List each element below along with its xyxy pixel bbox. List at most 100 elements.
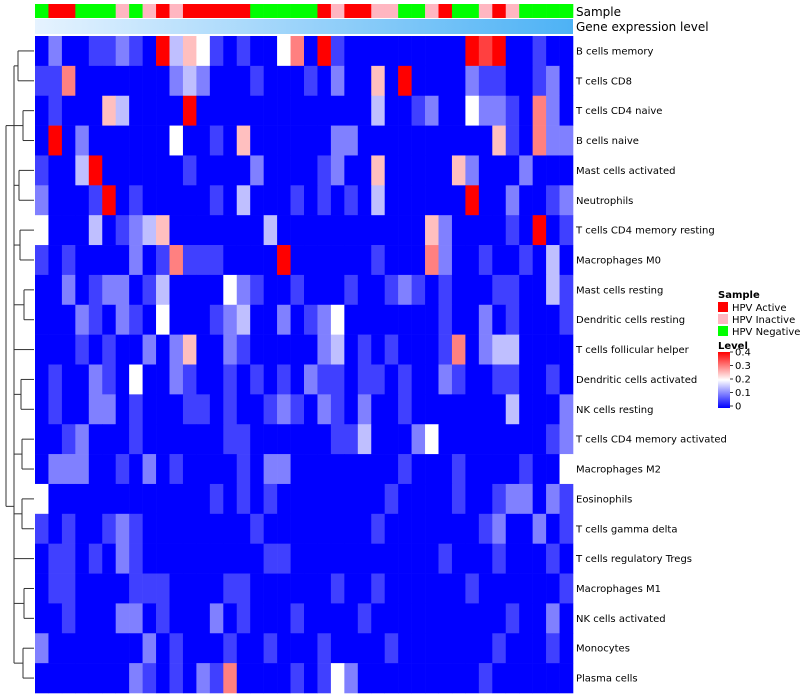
heatmap-cell xyxy=(425,274,439,306)
heatmap-cell xyxy=(304,633,318,664)
heatmap-cell xyxy=(236,334,251,365)
heatmap-cell xyxy=(223,364,238,395)
heatmap-cell xyxy=(411,364,426,395)
heatmap-cell xyxy=(438,424,453,455)
heatmap-cell xyxy=(451,573,466,604)
heatmap-cell xyxy=(532,513,547,544)
sample-annotation-cell xyxy=(532,4,547,18)
heatmap-cell xyxy=(209,603,224,634)
heatmap-cell xyxy=(411,424,426,455)
heatmap-cell xyxy=(169,603,184,634)
heatmap-cell xyxy=(371,65,385,97)
heatmap-cell xyxy=(519,215,533,246)
heatmap-cell xyxy=(250,36,264,67)
heatmap-cell xyxy=(304,603,318,634)
heatmap-cell xyxy=(465,513,480,544)
heatmap-cell xyxy=(304,483,318,515)
heatmap-cell xyxy=(398,36,412,67)
heatmap-cell xyxy=(115,663,130,694)
heatmap-cell xyxy=(465,394,480,425)
heatmap-cell xyxy=(115,95,130,126)
heatmap-cell xyxy=(492,364,507,395)
heatmap-cell xyxy=(344,603,359,634)
heatmap-cell xyxy=(169,483,184,515)
heatmap-cell xyxy=(398,603,412,634)
heatmap-cell xyxy=(478,454,493,485)
heatmap-cell xyxy=(559,513,574,544)
heatmap-cell xyxy=(519,155,533,186)
sample-annotation-cell xyxy=(317,4,332,18)
heatmap-cell xyxy=(75,573,90,604)
heatmap-cell xyxy=(250,424,264,455)
heatmap-cell xyxy=(478,543,493,574)
heatmap-cell xyxy=(317,633,332,664)
heatmap-cell xyxy=(330,483,345,515)
heatmap-cell xyxy=(559,394,574,425)
heatmap-cell xyxy=(519,603,533,634)
heatmap-cell xyxy=(182,663,197,694)
heatmap-cell xyxy=(532,394,547,425)
heatmap-cell xyxy=(263,95,278,126)
heatmap-cell xyxy=(532,573,547,604)
heatmap-cell xyxy=(182,95,197,126)
heatmap-cell xyxy=(142,573,157,604)
heatmap-cell xyxy=(169,663,184,694)
heatmap-cell xyxy=(451,185,466,216)
heatmap-cell xyxy=(61,334,76,365)
heatmap-cell xyxy=(559,603,574,634)
heatmap-cell xyxy=(438,663,453,694)
heatmap-cell xyxy=(129,125,143,156)
heatmap-cell xyxy=(465,125,480,156)
heatmap-cell xyxy=(344,304,359,335)
heatmap-cell xyxy=(425,65,439,97)
heatmap-cell xyxy=(384,483,399,515)
heatmap-cell xyxy=(129,155,143,186)
heatmap-cell xyxy=(115,65,130,97)
heatmap-cell xyxy=(169,364,184,395)
row-label: T cells CD8 xyxy=(575,76,632,87)
sample-annotation-cell xyxy=(156,4,170,18)
heatmap-cell xyxy=(519,513,533,544)
heatmap-cell xyxy=(156,394,170,425)
heatmap-cell xyxy=(344,454,359,485)
heatmap-cell xyxy=(344,185,359,216)
heatmap-cell xyxy=(182,334,197,365)
heatmap-cell xyxy=(519,483,533,515)
heatmap-cell xyxy=(223,663,238,694)
heatmap-cell xyxy=(115,513,130,544)
heatmap-cell xyxy=(35,603,49,634)
heatmap-cell xyxy=(398,573,412,604)
heatmap-cell xyxy=(277,513,291,544)
heatmap-cell xyxy=(250,603,264,634)
sample-annotation-cell xyxy=(102,4,116,18)
heatmap-cell xyxy=(277,663,291,694)
heatmap-cell xyxy=(61,573,76,604)
heatmap-cell xyxy=(451,603,466,634)
heatmap-cell xyxy=(236,185,251,216)
sample-annotation-cell xyxy=(465,4,480,18)
heatmap-cell xyxy=(102,125,116,156)
heatmap-cell xyxy=(357,394,372,425)
heatmap-cell xyxy=(223,155,238,186)
heatmap-cell xyxy=(156,334,170,365)
heatmap-cell xyxy=(505,424,520,455)
row-label: T cells gamma delta xyxy=(575,524,677,535)
heatmap-cell xyxy=(88,364,103,395)
heatmap-cell xyxy=(478,65,493,97)
heatmap-cell xyxy=(156,543,170,574)
heatmap-cell xyxy=(182,573,197,604)
heatmap-cell xyxy=(277,424,291,455)
heatmap-cell xyxy=(61,633,76,664)
heatmap-cell xyxy=(344,483,359,515)
heatmap-cell xyxy=(357,603,372,634)
heatmap-cell xyxy=(209,95,224,126)
heatmap-cell xyxy=(438,454,453,485)
heatmap-cell xyxy=(169,304,184,335)
heatmap-cell xyxy=(115,36,130,67)
heatmap-cell xyxy=(88,155,103,186)
heatmap-cell xyxy=(115,155,130,186)
heatmap-cell xyxy=(223,274,238,306)
heatmap-cell xyxy=(398,274,412,306)
heatmap-cell xyxy=(142,603,157,634)
heatmap-cell xyxy=(317,663,332,694)
